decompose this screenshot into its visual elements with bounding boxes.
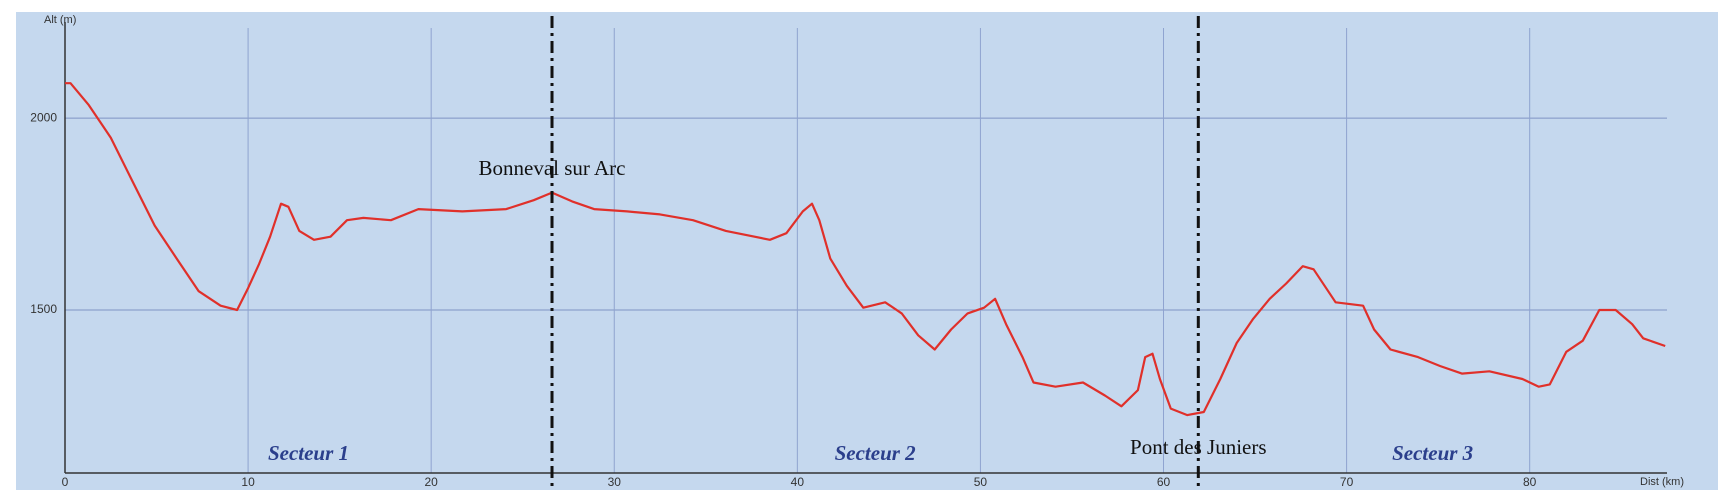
x-tick-label: 0 — [62, 475, 69, 489]
x-tick-label: 50 — [974, 475, 988, 489]
x-tick-label: 30 — [608, 475, 622, 489]
sector-label: Secteur 1 — [268, 441, 349, 465]
elevation-line — [65, 82, 1666, 417]
sector-label: Secteur 3 — [1392, 441, 1473, 465]
y-axis-label: Alt (m) — [44, 14, 76, 26]
y-tick-label: 1500 — [30, 302, 57, 316]
marker-label: Bonneval sur Arc — [479, 156, 626, 180]
x-tick-label: 10 — [241, 475, 255, 489]
x-tick-label: 40 — [791, 475, 805, 489]
sector-label: Secteur 2 — [835, 441, 917, 465]
x-axis-label: Dist (km) — [1640, 476, 1684, 488]
marker-label: Pont des Juniers — [1130, 435, 1267, 459]
plot-background — [16, 12, 1718, 490]
y-tick-label: 2000 — [30, 110, 57, 124]
x-tick-label: 20 — [424, 475, 438, 489]
x-tick-label: 70 — [1340, 475, 1354, 489]
x-tick-label: 60 — [1157, 475, 1171, 489]
x-tick-label: 80 — [1523, 475, 1537, 489]
